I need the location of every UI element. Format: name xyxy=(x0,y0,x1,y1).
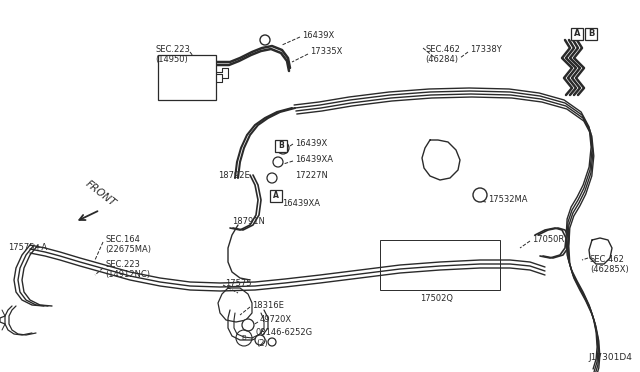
Text: 18316E: 18316E xyxy=(252,301,284,310)
Bar xyxy=(571,28,583,40)
Text: 17502Q: 17502Q xyxy=(420,294,453,302)
Text: SEC.223
(14950): SEC.223 (14950) xyxy=(155,45,190,64)
Text: 49720X: 49720X xyxy=(260,315,292,324)
Text: 17227N: 17227N xyxy=(295,170,328,180)
Text: 17050R: 17050R xyxy=(532,235,564,244)
Text: A: A xyxy=(573,29,580,38)
Text: 17338Y: 17338Y xyxy=(470,45,502,55)
Text: B: B xyxy=(588,29,594,38)
Text: SEC.223
(14912NC): SEC.223 (14912NC) xyxy=(105,260,150,279)
Text: A: A xyxy=(273,192,279,201)
Circle shape xyxy=(473,188,487,202)
Text: J17301D4: J17301D4 xyxy=(588,353,632,362)
Text: 17575+A: 17575+A xyxy=(8,244,47,253)
Text: 17335X: 17335X xyxy=(310,48,342,57)
Bar xyxy=(380,240,500,290)
Circle shape xyxy=(267,173,277,183)
Bar xyxy=(585,28,597,40)
Text: 18791N: 18791N xyxy=(232,218,265,227)
Text: 16439XA: 16439XA xyxy=(282,199,320,208)
Bar xyxy=(275,140,287,152)
Circle shape xyxy=(260,35,270,45)
Circle shape xyxy=(242,319,254,331)
Text: B: B xyxy=(278,141,284,151)
Text: 16439X: 16439X xyxy=(302,31,334,39)
Text: 18792E: 18792E xyxy=(218,170,250,180)
Text: SEC.164
(22675MA): SEC.164 (22675MA) xyxy=(105,235,151,254)
Bar xyxy=(158,55,216,100)
Text: 16439XA: 16439XA xyxy=(295,155,333,164)
Text: B: B xyxy=(242,335,246,341)
Circle shape xyxy=(277,142,289,154)
Circle shape xyxy=(273,157,283,167)
Circle shape xyxy=(255,335,265,345)
Text: 16439X: 16439X xyxy=(295,138,327,148)
Text: SEC.462
(46284): SEC.462 (46284) xyxy=(425,45,460,64)
Text: 08146-6252G
(2): 08146-6252G (2) xyxy=(256,328,313,348)
Text: 17532MA: 17532MA xyxy=(488,196,527,205)
Circle shape xyxy=(268,338,276,346)
Bar xyxy=(270,190,282,202)
Text: 17575: 17575 xyxy=(225,279,252,288)
Text: SEC.462
(46285X): SEC.462 (46285X) xyxy=(590,255,628,275)
Text: FRONT: FRONT xyxy=(83,178,117,208)
